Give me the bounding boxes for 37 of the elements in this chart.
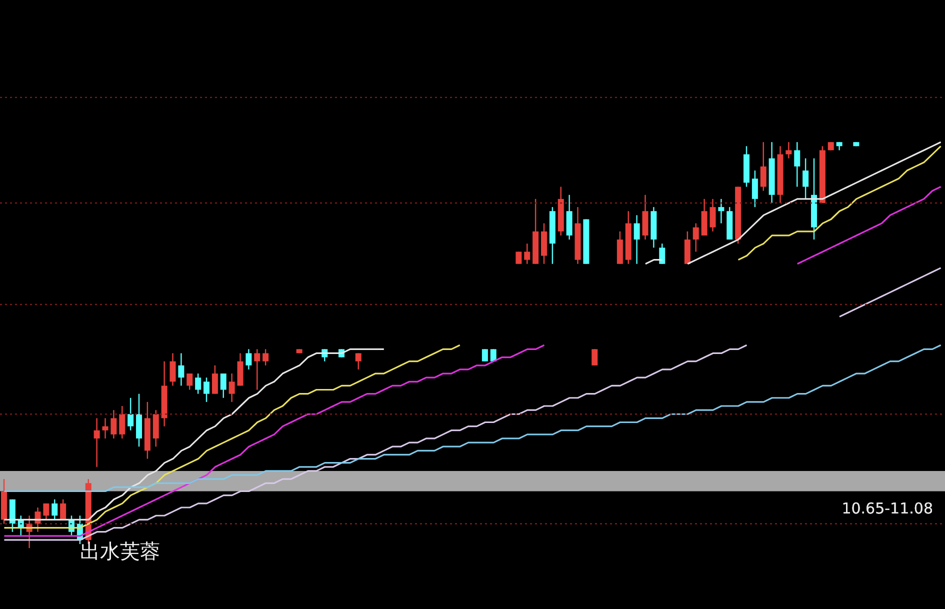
annotation: 出水芙蓉: [80, 538, 160, 565]
candlestick: [794, 142, 800, 188]
candlestick: [128, 397, 134, 431]
candlestick: [524, 243, 530, 264]
candlestick: [204, 376, 210, 403]
candlestick: [710, 198, 716, 232]
candlestick: [516, 251, 522, 264]
candlestick: [254, 348, 260, 390]
candlestick: [228, 372, 235, 403]
candlestick: [186, 372, 193, 390]
candlestick: [262, 348, 269, 366]
candlestick: [220, 372, 226, 398]
candlestick: [110, 409, 117, 440]
candlestick: [692, 222, 699, 252]
candlestick: [94, 418, 100, 468]
candlestick: [195, 372, 202, 394]
candlestick: [592, 348, 598, 366]
band-label: 10.65-11.08: [842, 499, 933, 518]
candlestick: [170, 352, 176, 386]
candlestick: [718, 198, 724, 224]
candlestick: [490, 348, 496, 362]
candlestick: [60, 498, 66, 520]
candlestick: [102, 418, 108, 440]
candlestick: [43, 502, 50, 520]
candlestick: [178, 352, 184, 386]
candlestick: [752, 170, 758, 208]
candlestick: [355, 352, 362, 370]
candlestick: [52, 498, 58, 520]
candlestick: [760, 142, 766, 192]
candlestick: [212, 364, 218, 394]
candlestick: [786, 142, 792, 159]
candlestick: [246, 348, 252, 370]
candlestick: [802, 158, 809, 200]
candlestick: [634, 214, 640, 264]
candlestick: [482, 348, 488, 362]
candlestick: [659, 243, 666, 264]
candlestick: [119, 405, 126, 440]
